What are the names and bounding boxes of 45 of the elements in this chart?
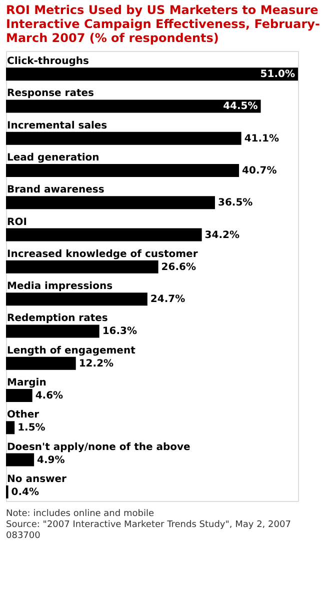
data-label: 41.1%	[244, 133, 280, 144]
data-label: 4.6%	[35, 390, 64, 402]
data-label: 1.5%	[18, 422, 46, 434]
y-tick-label: Brand awareness	[7, 184, 104, 196]
y-tick-label: No answer	[7, 474, 67, 485]
bar	[6, 453, 34, 466]
bar	[6, 68, 298, 81]
data-label: 34.2%	[204, 230, 240, 241]
bar	[6, 228, 202, 242]
data-label: 51.0%	[260, 69, 295, 80]
data-label: 24.7%	[150, 294, 186, 306]
y-tick-label: ROI	[7, 216, 27, 228]
y-tick-label: Length of engagement	[7, 345, 136, 356]
bar	[6, 260, 158, 274]
data-label: 16.3%	[102, 326, 138, 338]
bar	[6, 164, 240, 177]
bar	[6, 324, 100, 338]
data-label: 12.2%	[78, 358, 114, 370]
y-tick-label: Margin	[7, 378, 46, 388]
bar	[6, 132, 242, 145]
text: Note: includes online and mobile	[6, 509, 154, 519]
bar	[6, 389, 32, 402]
chart-title: ROI Metrics Used by US Marketers to Measure Interactive Campaign Effectiveness, February-March 2007 (% of respondents)	[6, 3, 320, 45]
data-label: 40.7%	[242, 166, 277, 176]
data-label: 26.6%	[161, 262, 196, 273]
y-tick-label: Increased knowledge of customer	[7, 248, 198, 260]
data-label: 4.9%	[37, 454, 65, 466]
source-note: Source: "2007 Interactive Marketer Trends Study", May 2, 2007	[6, 520, 291, 530]
y-tick-label: Incremental sales	[7, 120, 108, 132]
y-tick-label: Media impressions	[7, 281, 113, 292]
bar	[6, 421, 15, 434]
data-label: 44.5%	[223, 101, 258, 112]
y-tick-label: Lead generation	[7, 152, 100, 164]
text: 083700	[6, 531, 41, 541]
y-tick-label: Doesn't apply/none of the above	[7, 442, 191, 453]
bar	[6, 292, 148, 306]
data-label: 0.4%	[11, 486, 40, 498]
bar	[6, 100, 261, 113]
y-tick-label: Response rates	[7, 88, 94, 100]
y-tick-label: Redemption rates	[7, 313, 108, 324]
y-tick-label: Other	[7, 410, 40, 421]
y-tick-label: Click-throughs	[7, 56, 90, 68]
bar	[6, 356, 76, 370]
bar	[6, 196, 215, 210]
data-label: 36.5%	[218, 198, 253, 209]
